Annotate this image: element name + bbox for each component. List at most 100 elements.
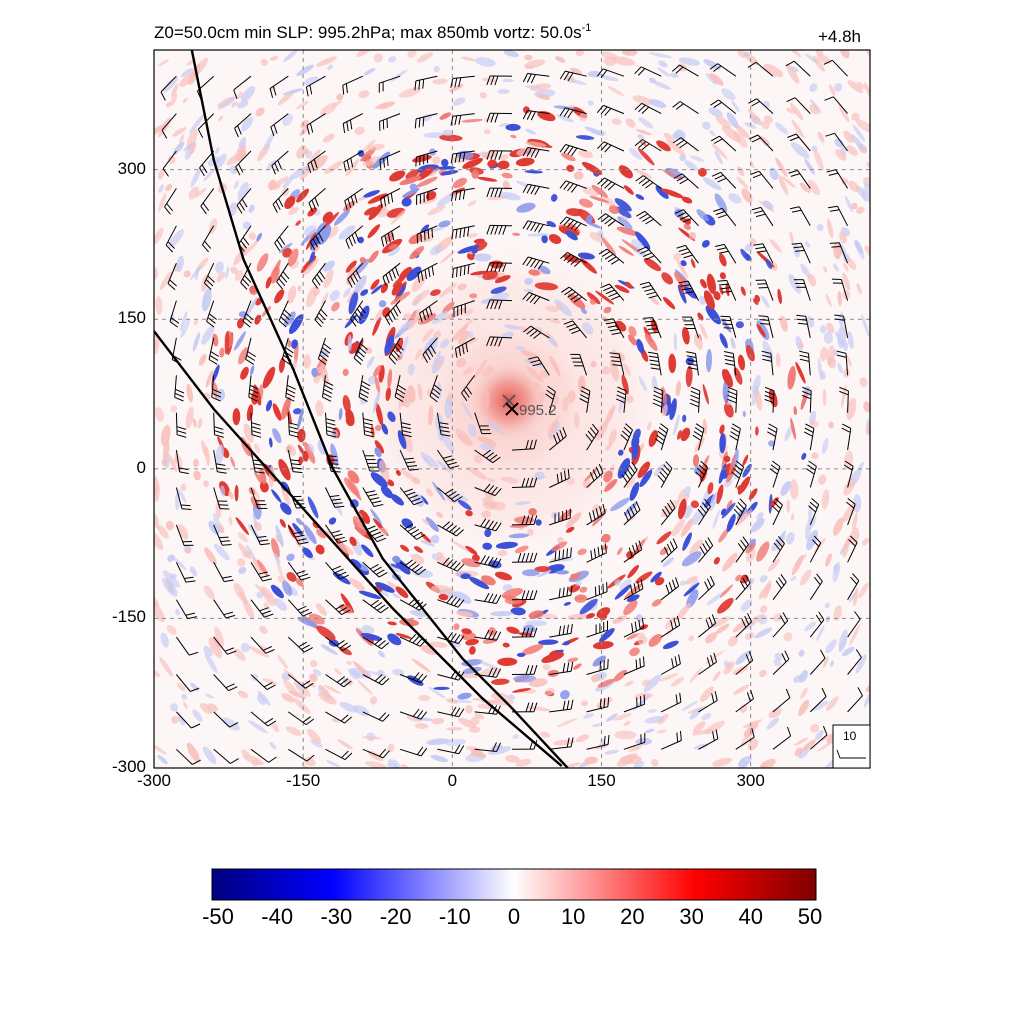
negative-vorticity-cell	[359, 397, 367, 405]
positive-vorticity-cell	[866, 162, 870, 169]
positive-vorticity-cell	[311, 244, 320, 253]
positive-vorticity-cell	[511, 688, 532, 693]
negative-vorticity-cell	[682, 532, 692, 551]
positive-vorticity-cell	[192, 458, 199, 467]
positive-vorticity-cell	[648, 430, 658, 447]
positive-vorticity-cell	[528, 678, 548, 688]
positive-vorticity-cell	[398, 387, 404, 411]
positive-vorticity-cell	[740, 286, 746, 296]
wind-barb	[586, 543, 607, 563]
wind-barb	[522, 147, 550, 159]
wind-barb	[735, 574, 751, 601]
positive-vorticity-cell	[779, 315, 788, 332]
negative-vorticity-cell	[215, 147, 220, 154]
wind-barb	[548, 427, 567, 451]
positive-vorticity-cell	[565, 208, 583, 217]
positive-vorticity-cell	[428, 641, 448, 648]
positive-vorticity-cell	[408, 233, 423, 245]
negative-vorticity-cell	[234, 331, 246, 351]
wind-barb	[731, 460, 745, 488]
positive-vorticity-cell	[212, 333, 219, 347]
positive-vorticity-cell	[464, 338, 479, 346]
positive-vorticity-cell	[552, 739, 576, 746]
negative-vorticity-cell	[204, 693, 214, 699]
wind-barb	[272, 188, 289, 213]
positive-vorticity-cell	[718, 528, 729, 543]
positive-vorticity-cell	[722, 368, 733, 388]
positive-vorticity-cell	[295, 578, 304, 587]
negative-vorticity-cell	[565, 230, 578, 241]
positive-vorticity-cell	[821, 489, 830, 510]
negative-vorticity-cell	[502, 78, 514, 83]
positive-vorticity-cell	[768, 708, 782, 719]
negative-vorticity-cell	[523, 624, 536, 634]
negative-vorticity-cell	[468, 576, 490, 590]
positive-vorticity-cell	[514, 545, 529, 554]
positive-vorticity-cell	[677, 429, 682, 440]
wind-barb	[474, 592, 502, 604]
negative-vorticity-cell	[626, 594, 640, 602]
wind-barb	[753, 243, 774, 264]
positive-vorticity-cell	[531, 382, 541, 391]
positive-vorticity-cell	[819, 346, 828, 362]
positive-vorticity-cell	[527, 706, 551, 712]
positive-vorticity-cell	[217, 115, 224, 122]
negative-vorticity-cell	[775, 122, 789, 135]
negative-vorticity-cell	[565, 78, 587, 85]
wind-barb	[384, 300, 402, 326]
positive-vorticity-cell	[697, 312, 704, 321]
negative-vorticity-cell	[680, 260, 687, 267]
positive-vorticity-cell	[592, 641, 614, 650]
negative-vorticity-cell	[357, 150, 365, 157]
positive-vorticity-cell	[477, 436, 497, 447]
negative-vorticity-cell	[361, 625, 375, 634]
negative-vorticity-cell	[719, 333, 728, 349]
negative-vorticity-cell	[354, 275, 367, 293]
negative-vorticity-cell	[433, 686, 450, 690]
positive-vorticity-cell	[807, 273, 817, 287]
positive-vorticity-cell	[439, 134, 463, 142]
wind-barb	[399, 672, 428, 684]
y-tick-label: 300	[117, 158, 146, 178]
colorbar-tick-label: 50	[797, 904, 823, 929]
positive-vorticity-cell	[763, 63, 784, 78]
wind-barb	[522, 256, 550, 270]
positive-vorticity-cell	[683, 223, 691, 230]
negative-vorticity-cell	[157, 754, 168, 765]
negative-vorticity-cell	[592, 655, 606, 667]
negative-vorticity-cell	[628, 147, 643, 160]
positive-vorticity-cell	[852, 512, 858, 530]
negative-vorticity-cell	[513, 674, 537, 683]
positive-vorticity-cell	[373, 365, 382, 377]
positive-vorticity-cell	[200, 274, 210, 292]
positive-vorticity-cell	[439, 112, 451, 120]
positive-vorticity-cell	[270, 537, 280, 559]
wind-barb	[771, 498, 783, 526]
positive-vorticity-cell	[307, 207, 317, 217]
wind-barb	[839, 386, 849, 413]
positive-vorticity-cell	[547, 669, 559, 677]
wind-barb	[450, 150, 475, 164]
negative-vorticity-cell	[261, 613, 268, 620]
wind-barb	[325, 599, 351, 616]
positive-vorticity-cell	[628, 326, 637, 337]
positive-vorticity-cell	[154, 124, 165, 139]
negative-vorticity-cell	[454, 591, 472, 604]
wind-barb	[749, 134, 774, 152]
wind-barb	[657, 461, 673, 488]
negative-vorticity-cell	[517, 652, 526, 657]
positive-vorticity-cell	[228, 490, 234, 500]
negative-vorticity-cell	[360, 633, 382, 641]
wind-barb	[623, 618, 645, 638]
wind-barb	[586, 658, 609, 675]
positive-vorticity-cell	[208, 637, 223, 659]
negative-vorticity-cell	[363, 190, 380, 198]
negative-vorticity-cell	[328, 517, 337, 525]
time-label: +4.8h	[818, 27, 862, 46]
negative-vorticity-cell	[358, 305, 370, 325]
wind-barb	[461, 375, 476, 402]
positive-vorticity-cell	[601, 366, 611, 375]
positive-vorticity-cell	[252, 557, 263, 575]
wind-barb	[274, 225, 289, 252]
wind-barb	[399, 559, 427, 576]
